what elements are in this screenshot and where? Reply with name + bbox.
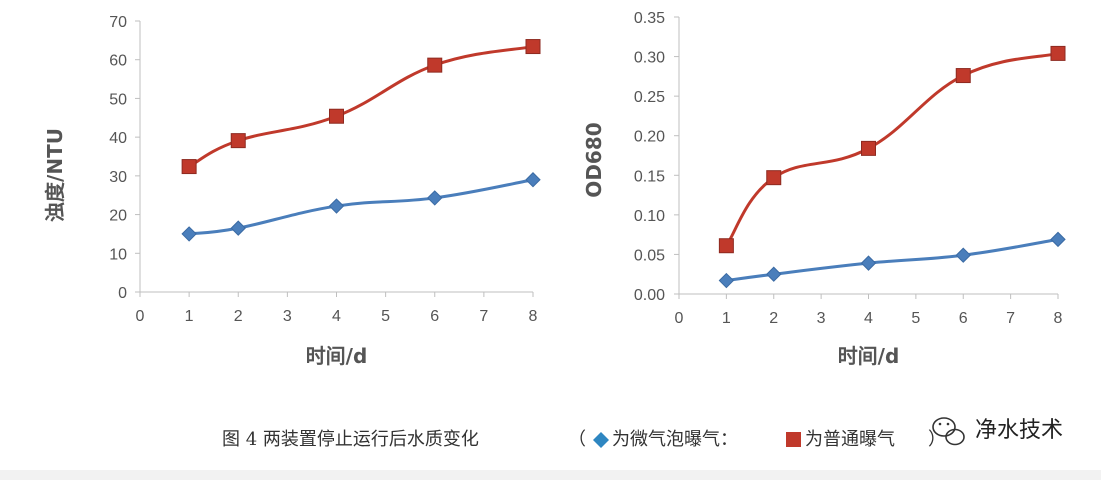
y-tick-label: 0	[118, 285, 127, 302]
data-point-diamond	[1050, 231, 1066, 248]
y-tick-label: 0.20	[634, 129, 665, 146]
caption-legend-microbubble: 为微气泡曝气：	[612, 429, 738, 450]
caption-title: 图 4 两装置停止运行后水质变化	[222, 429, 479, 450]
data-point-diamond	[328, 198, 345, 214]
y-tick-label: 0.15	[634, 168, 665, 185]
y-tick-label: 40	[109, 130, 127, 147]
y-tick-label: 70	[109, 14, 127, 31]
y-tick-label: 30	[109, 169, 127, 186]
x-tick-label: 2	[234, 308, 243, 325]
data-point-square	[329, 108, 344, 124]
y-tick-label: 50	[109, 91, 127, 108]
chart-turbidity: 0 10 20 30 40 50 60 70 0 1 2 3 4 5 6 7 8 时间/d 浊度/NTU	[43, 14, 541, 368]
x-tick-label: 4	[332, 308, 341, 325]
wechat-icon	[932, 417, 965, 446]
series-line-normal	[724, 51, 1060, 248]
data-point-diamond	[860, 255, 877, 271]
data-point-diamond	[230, 220, 246, 236]
x-tick-label: 5	[911, 310, 920, 327]
data-point-square	[861, 140, 876, 156]
caption-legend-normal: 为普通曝气	[805, 429, 895, 450]
x-tick-label: 1	[722, 310, 731, 327]
x-tick-label: 8	[1054, 310, 1063, 327]
data-point-square	[718, 238, 734, 254]
x-tick-label: 5	[381, 308, 390, 325]
x-tick-label: 8	[529, 308, 538, 325]
data-point-diamond	[525, 172, 541, 188]
y-tick-label: 0.30	[634, 50, 665, 67]
x-tick-label: 3	[283, 308, 292, 325]
data-point-square	[955, 68, 971, 84]
x-tick-label: 3	[817, 310, 826, 327]
y-tick-label: 0.25	[634, 89, 665, 106]
data-point-diamond	[427, 190, 443, 206]
y-tick-label: 20	[109, 208, 127, 225]
data-point-square	[766, 170, 782, 186]
data-point-diamond	[766, 266, 782, 282]
chart-od680: 0.00 0.05 0.10 0.15 0.20 0.25 0.30 0.35 0 1 2 3 4 5 6 7…	[582, 10, 1066, 368]
data-point-diamond	[955, 247, 971, 263]
x-tick-label: 7	[1006, 310, 1015, 327]
y-tick-label: 0.05	[634, 247, 665, 264]
y-tick-label: 0.10	[634, 208, 665, 225]
y-tick-label: 0.00	[634, 287, 665, 304]
bottom-strip	[0, 470, 1101, 480]
figure-caption: 图 4 两装置停止运行后水质变化 （ 为微气泡曝气： 为普通曝气 ）	[222, 429, 946, 450]
data-point-square	[230, 133, 246, 149]
y-axis-title: 浊度/NTU	[43, 128, 67, 222]
x-tick-label: 7	[479, 308, 488, 325]
y-axis-title: OD680	[582, 122, 606, 197]
data-point-square	[1050, 45, 1066, 61]
data-point-square	[427, 57, 443, 73]
data-point-diamond	[181, 226, 197, 242]
x-axis-title: 时间/d	[838, 344, 900, 368]
y-tick-label: 10	[109, 246, 127, 263]
caption-open-paren: （	[568, 429, 586, 450]
x-tick-label: 1	[185, 308, 194, 325]
x-tick-label: 6	[959, 310, 968, 327]
watermark: 净水技术	[932, 417, 1063, 446]
series-line-normal	[187, 45, 535, 169]
y-tick-label: 0.35	[634, 10, 665, 27]
x-tick-label: 0	[675, 310, 684, 327]
watermark-text: 净水技术	[975, 418, 1063, 443]
legend-square-icon	[786, 432, 801, 447]
x-tick-label: 6	[430, 308, 439, 325]
caption-close-paren: ）	[928, 429, 946, 450]
x-tick-label: 4	[864, 310, 873, 327]
x-tick-label: 2	[769, 310, 778, 327]
data-point-square	[525, 39, 541, 55]
x-tick-label: 0	[136, 308, 145, 325]
x-axis-title: 时间/d	[306, 344, 368, 368]
legend-diamond-icon	[593, 432, 609, 448]
data-point-diamond	[718, 272, 735, 289]
data-point-square	[181, 159, 197, 175]
y-tick-label: 60	[109, 53, 127, 70]
